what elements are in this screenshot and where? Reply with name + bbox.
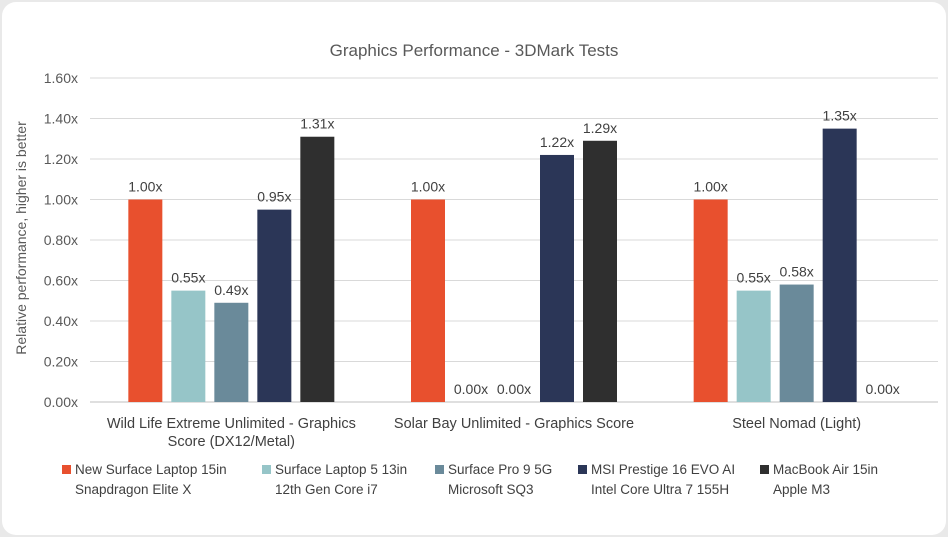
data-labels: 1.00x 0.55x 0.49x 0.95x 1.31x 1.00x 0.00x 0.00x… [128, 108, 900, 397]
legend-label: MacBook Air 15in Apple M3 [773, 462, 878, 497]
legend: New Surface Laptop 15in Snapdragon Elite … [62, 462, 878, 497]
bar-value-label: 0.55x [737, 270, 771, 286]
bar-value-label: 0.00x [866, 381, 900, 397]
legend-swatch [760, 465, 769, 474]
legend-swatch [62, 465, 71, 474]
y-tick-label: 0.20x [44, 354, 78, 370]
bars [128, 128, 857, 402]
legend-item: New Surface Laptop 15in Snapdragon Elite … [62, 462, 227, 497]
legend-swatch [435, 465, 444, 474]
bar [693, 199, 728, 402]
y-tick-label: 1.20x [44, 151, 78, 167]
bar [128, 199, 163, 402]
bar-value-label: 0.95x [257, 189, 291, 205]
y-tick-label: 0.00x [44, 394, 78, 410]
bar [171, 290, 206, 402]
bar [300, 136, 335, 402]
legend-label: Surface Laptop 5 13in 12th Gen Core i7 [275, 462, 407, 497]
category-labels: Wild Life Extreme Unlimited - Graphics Sc… [107, 416, 861, 450]
bar-value-label: 0.55x [171, 270, 205, 286]
bar [257, 209, 292, 402]
bar [540, 154, 574, 402]
y-tick-label: 0.40x [44, 313, 78, 329]
y-tick-label: 0.60x [44, 273, 78, 289]
y-axis-label: Relative performance, higher is better [13, 121, 29, 355]
y-tick-label: 1.40x [44, 111, 78, 127]
bar-value-label: 1.00x [694, 179, 728, 195]
x-category-label: Steel Nomad (Light) [732, 416, 861, 432]
bar-value-label: 0.58x [780, 264, 814, 280]
y-tick-label: 0.80x [44, 232, 78, 248]
legend-item: Surface Pro 9 5G Microsoft SQ3 [435, 462, 552, 497]
y-tick-label: 1.60x [44, 70, 78, 86]
bar [822, 128, 857, 402]
y-axis-ticks: 0.00x 0.20x 0.40x 0.60x 0.80x 1.00x 1.20x 1.40x… [44, 70, 78, 410]
bar-value-label: 1.31x [300, 116, 334, 132]
bar [779, 284, 814, 402]
x-category-label: Wild Life Extreme Unlimited - Graphics Sc… [107, 416, 356, 450]
legend-item: Surface Laptop 5 13in 12th Gen Core i7 [262, 462, 407, 497]
bar [214, 302, 249, 402]
bar-value-label: 0.00x [454, 381, 488, 397]
bar-value-label: 1.22x [540, 134, 574, 150]
bar [736, 290, 771, 402]
bar-value-label: 1.29x [583, 120, 617, 136]
chart-title: Graphics Performance - 3DMark Tests [330, 41, 619, 60]
bar [583, 140, 617, 402]
bar-value-label: 0.49x [214, 282, 248, 298]
bar [411, 199, 445, 402]
legend-label: New Surface Laptop 15in Snapdragon Elite … [75, 462, 227, 497]
bar-value-label: 1.00x [128, 179, 162, 195]
bar-value-label: 0.00x [497, 381, 531, 397]
legend-item: MSI Prestige 16 EVO AI Intel Core Ultra 7… [578, 462, 735, 497]
bar-value-label: 1.35x [823, 108, 857, 124]
legend-label: MSI Prestige 16 EVO AI Intel Core Ultra 7… [591, 462, 735, 497]
legend-swatch [578, 465, 587, 474]
y-tick-label: 1.00x [44, 192, 78, 208]
legend-item: MacBook Air 15in Apple M3 [760, 462, 878, 497]
bar-value-label: 1.00x [411, 179, 445, 195]
legend-label: Surface Pro 9 5G Microsoft SQ3 [448, 462, 552, 497]
legend-swatch [262, 465, 271, 474]
x-category-label: Solar Bay Unlimited - Graphics Score [394, 416, 634, 432]
